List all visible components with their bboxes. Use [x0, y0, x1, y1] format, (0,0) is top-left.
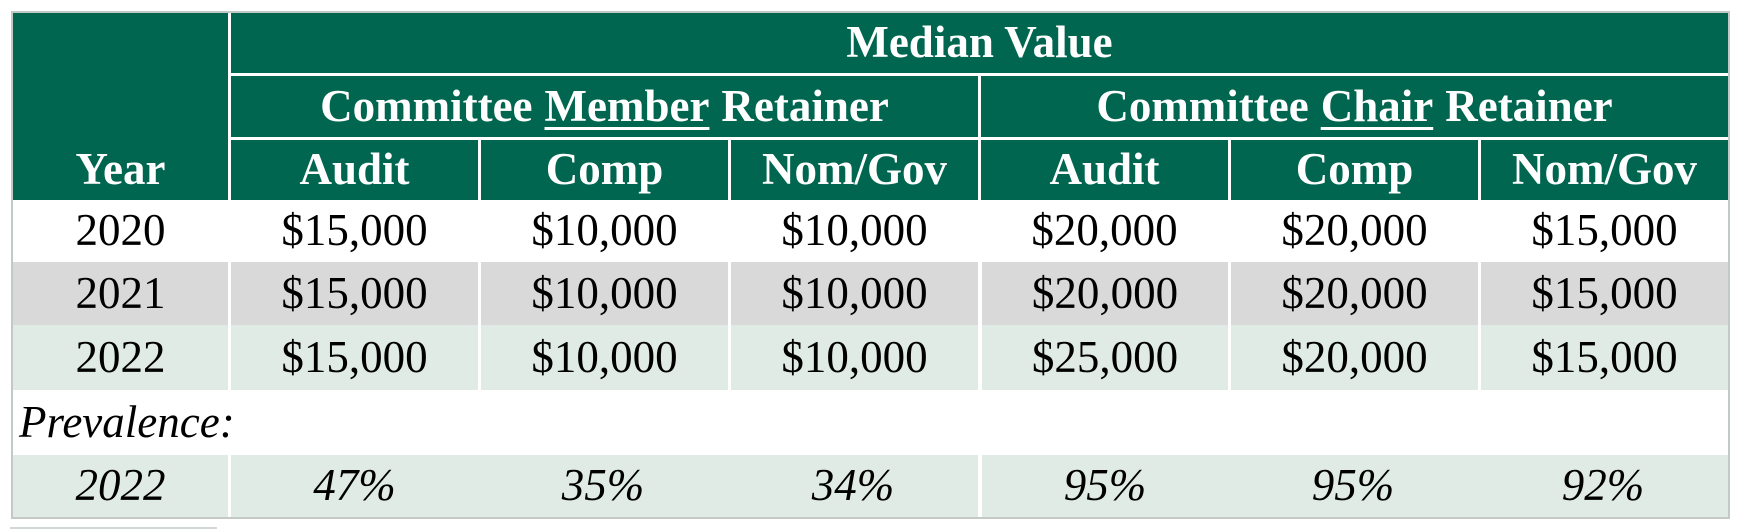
retainer-table: Year Median Value Committee Member Retai… — [11, 11, 1730, 519]
partial-bottom-line — [10, 527, 217, 529]
member-nomgov-column-header: Nom/Gov — [728, 137, 978, 200]
chair-audit-column-header: Audit — [978, 137, 1228, 200]
prevalence-year-cell-2022: 2022 — [13, 455, 228, 517]
prevalence-member-comp: 35% — [478, 455, 728, 517]
value-2020-member-nomgov: $10,000 — [728, 200, 978, 262]
prevalence-chair-nomgov: 92% — [1478, 455, 1728, 517]
member-audit-column-header: Audit — [228, 137, 478, 200]
prevalence-chair-audit: 95% — [978, 455, 1228, 517]
retainer-table-grid: Year Median Value Committee Member Retai… — [13, 13, 1728, 517]
chair-comp-column-header: Comp — [1228, 137, 1478, 200]
year-cell-2020: 2020 — [13, 200, 228, 262]
prevalence-member-audit: 47% — [228, 455, 478, 517]
value-2021-member-audit: $15,000 — [228, 262, 478, 325]
chair-group-emphasis: Chair — [1320, 80, 1434, 131]
committee-chair-retainer-header: Committee Chair Retainer — [978, 73, 1728, 137]
median-value-title: Median Value — [228, 13, 1728, 73]
value-2020-chair-nomgov: $15,000 — [1478, 200, 1728, 262]
value-2021-chair-nomgov: $15,000 — [1478, 262, 1728, 325]
value-2022-chair-comp: $20,000 — [1228, 325, 1478, 390]
value-2021-chair-comp: $20,000 — [1228, 262, 1478, 325]
prevalence-section-label: Prevalence: — [13, 390, 1728, 455]
chair-group-prefix: Committee — [1096, 80, 1309, 131]
value-2021-member-nomgov: $10,000 — [728, 262, 978, 325]
value-2020-chair-comp: $20,000 — [1228, 200, 1478, 262]
year-cell-2022: 2022 — [13, 325, 228, 390]
member-group-prefix: Committee — [320, 80, 533, 131]
value-2021-chair-audit: $20,000 — [978, 262, 1228, 325]
prevalence-member-nomgov: 34% — [728, 455, 978, 517]
value-2022-member-nomgov: $10,000 — [728, 325, 978, 390]
value-2022-chair-audit: $25,000 — [978, 325, 1228, 390]
committee-member-retainer-header: Committee Member Retainer — [228, 73, 978, 137]
member-group-emphasis: Member — [544, 80, 710, 131]
value-2020-chair-audit: $20,000 — [978, 200, 1228, 262]
member-comp-column-header: Comp — [478, 137, 728, 200]
chair-nomgov-column-header: Nom/Gov — [1478, 137, 1728, 200]
value-2021-member-comp: $10,000 — [478, 262, 728, 325]
value-2020-member-audit: $15,000 — [228, 200, 478, 262]
member-group-suffix: Retainer — [721, 80, 889, 131]
prevalence-chair-comp: 95% — [1228, 455, 1478, 517]
chair-group-suffix: Retainer — [1445, 80, 1613, 131]
value-2022-chair-nomgov: $15,000 — [1478, 325, 1728, 390]
value-2022-member-comp: $10,000 — [478, 325, 728, 390]
value-2022-member-audit: $15,000 — [228, 325, 478, 390]
year-cell-2021: 2021 — [13, 262, 228, 325]
value-2020-member-comp: $10,000 — [478, 200, 728, 262]
year-column-header: Year — [13, 13, 228, 200]
